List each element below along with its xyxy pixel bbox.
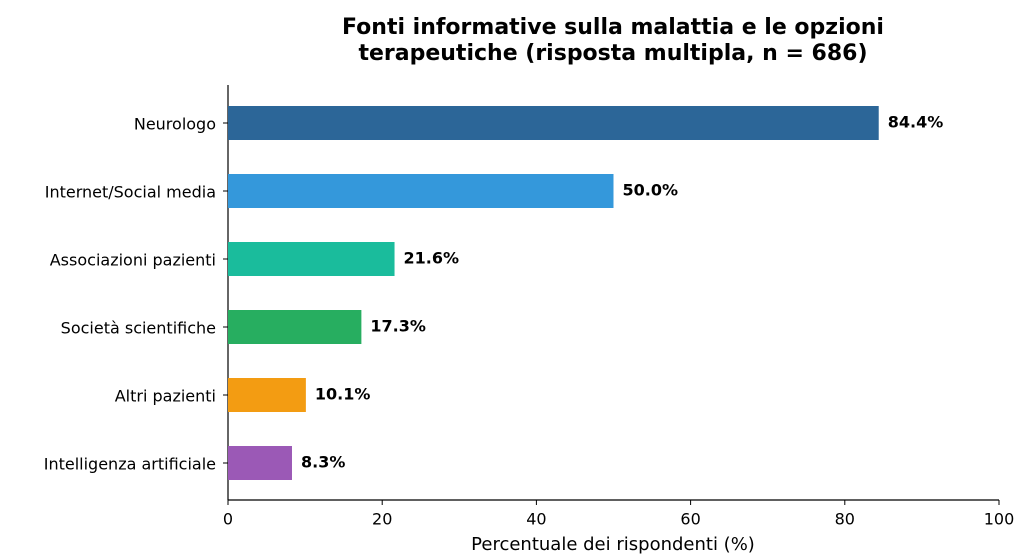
value-label: 10.1%: [315, 385, 371, 404]
chart-title: Fonti informative sulla malattia e le op…: [342, 15, 884, 40]
value-label: 8.3%: [301, 453, 345, 472]
value-label: 17.3%: [370, 317, 426, 336]
x-tick-label: 20: [372, 510, 392, 529]
x-axis-label: Percentuale dei rispondenti (%): [471, 534, 755, 555]
y-tick-label: Associazioni pazienti: [50, 251, 216, 270]
bar: [228, 310, 362, 344]
x-tick-label: 80: [835, 510, 855, 529]
y-tick-label: Intelligenza artificiale: [44, 455, 216, 474]
x-tick-label: 100: [984, 510, 1015, 529]
bar: [228, 242, 395, 276]
bar: [228, 378, 306, 412]
bar: [228, 446, 292, 480]
y-tick-label: Neurologo: [134, 115, 216, 134]
x-tick-label: 60: [680, 510, 700, 529]
bar: [228, 174, 614, 208]
y-tick-label: Società scientifiche: [61, 319, 216, 338]
y-tick-label: Internet/Social media: [45, 183, 216, 202]
value-label: 84.4%: [888, 113, 944, 132]
value-label: 21.6%: [404, 249, 460, 268]
x-tick-label: 40: [526, 510, 546, 529]
value-label: 50.0%: [623, 181, 679, 200]
y-tick-label: Altri pazienti: [115, 387, 216, 406]
bar: [228, 106, 879, 140]
x-tick-label: 0: [223, 510, 233, 529]
chart-title: terapeutiche (risposta multipla, n = 686…: [358, 41, 867, 66]
